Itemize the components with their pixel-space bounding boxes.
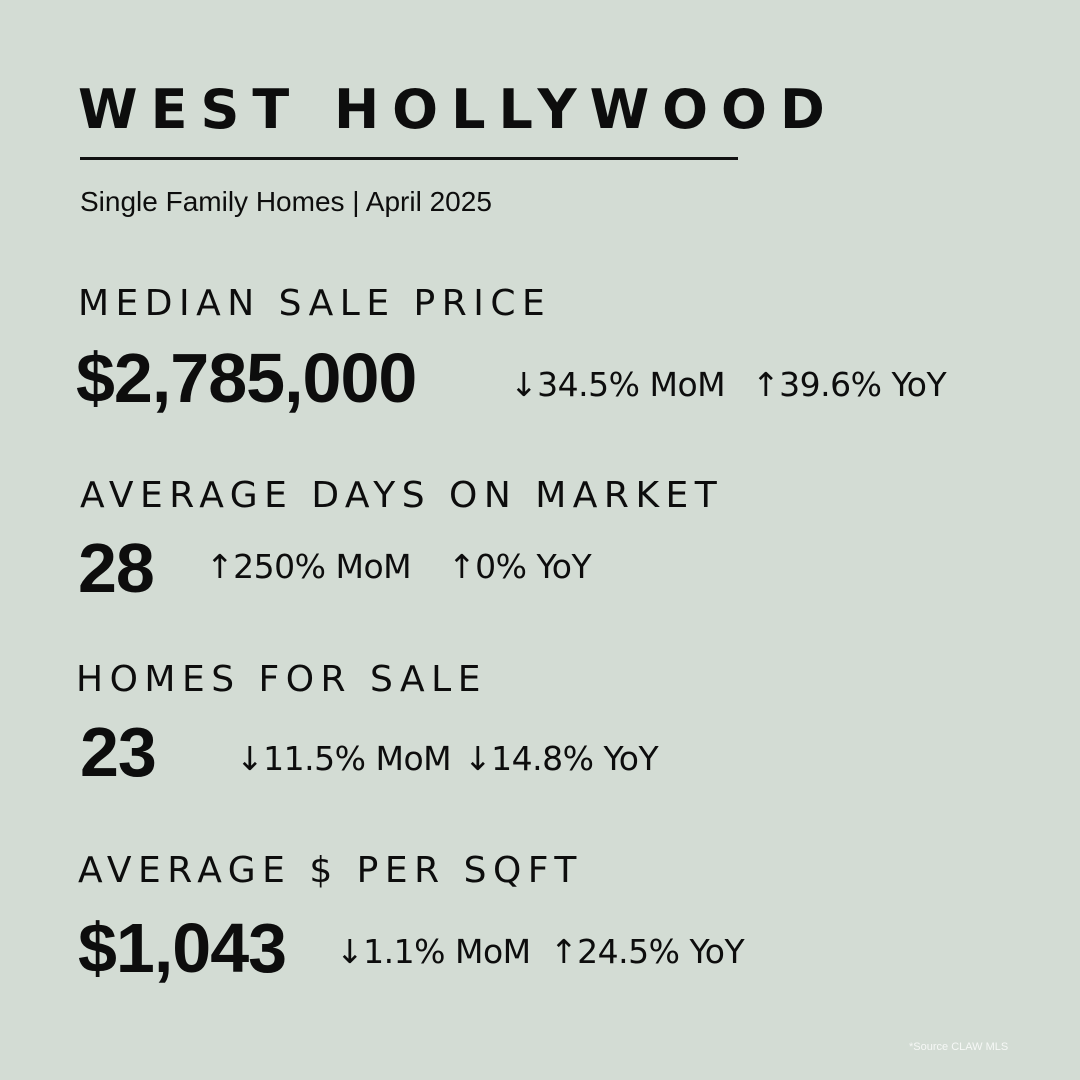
page-title: WEST HOLLYWOOD	[78, 78, 838, 141]
median-sale-price-label: MEDIAN SALE PRICE	[78, 283, 552, 324]
average-price-per-sqft-mom: ↓1.1% MoM	[336, 932, 531, 971]
homes-for-sale-yoy: ↓14.8% YoY	[464, 739, 659, 778]
homes-for-sale-mom: ↓11.5% MoM	[236, 739, 452, 778]
source-note: *Source CLAW MLS	[909, 1041, 1009, 1053]
median-sale-price-mom: ↓34.5% MoM	[510, 365, 726, 404]
title-divider	[80, 157, 738, 160]
average-days-on-market-yoy: ↑0% YoY	[448, 547, 592, 586]
median-sale-price-value: $2,785,000	[76, 339, 417, 417]
homes-for-sale-value: 23	[80, 713, 157, 791]
average-days-on-market-mom: ↑250% MoM	[206, 547, 412, 586]
average-price-per-sqft-label: AVERAGE $ PER SQFT	[78, 850, 583, 891]
average-price-per-sqft-yoy: ↑24.5% YoY	[550, 932, 745, 971]
average-price-per-sqft-value: $1,043	[78, 909, 287, 987]
median-sale-price-yoy: ↑39.6% YoY	[752, 365, 947, 404]
page-subtitle: Single Family Homes | April 2025	[80, 186, 492, 217]
average-days-on-market-label: AVERAGE DAYS ON MARKET	[80, 475, 724, 516]
average-days-on-market-value: 28	[78, 529, 155, 607]
homes-for-sale-label: HOMES FOR SALE	[76, 659, 487, 700]
